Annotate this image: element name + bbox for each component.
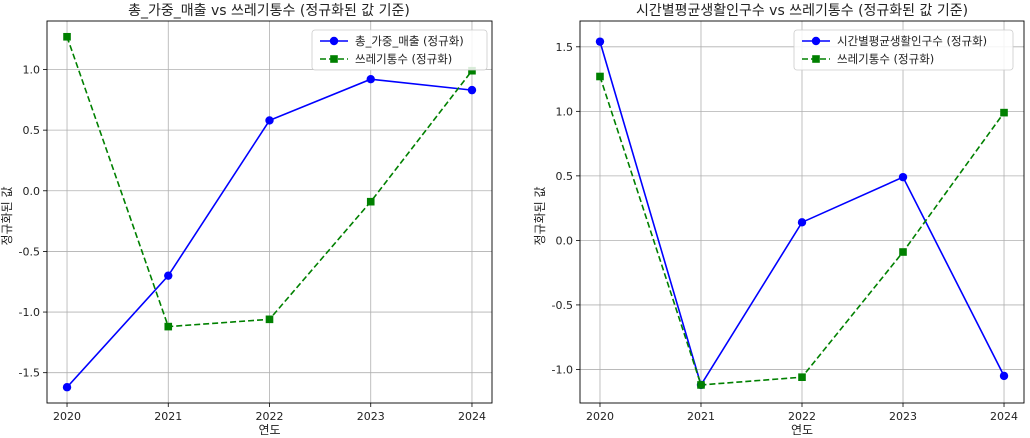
x-axis-label: 연도 [791, 423, 813, 437]
data-point [366, 197, 375, 206]
y-tick-label: -0.5 [552, 299, 573, 312]
data-point [468, 66, 476, 75]
data-point [999, 371, 1009, 381]
data-point [164, 322, 173, 331]
y-tick-label: -1.0 [19, 306, 40, 319]
x-tick-label: 2020 [53, 410, 81, 423]
data-point [899, 248, 907, 256]
x-tick-label: 2024 [458, 410, 486, 423]
subplot-1: 2020 2021 2022 2023 2024 -1.5 -1.0 -0.5 0.0 0.5 1.… [0, 3, 493, 437]
y-tick-label: -1.0 [552, 363, 573, 376]
data-point [595, 37, 605, 46]
x-tick-label: 2023 [889, 410, 917, 423]
x-tick-label: 2021 [154, 410, 182, 423]
legend-entry: 쓰레기통수 (정규화) [355, 52, 452, 66]
legend-entry: 쓰레기통수 (정규화) [837, 52, 934, 66]
x-tick-label: 2020 [586, 410, 614, 423]
subplot-2: 2020 2021 2022 2023 2024 -1.0 -0.5 0.0 0.5 1.0 1.5… [533, 3, 1025, 437]
chart-title: 시간별평균생활인구수 vs 쓰레기통수 (정규화된 값 기준) [636, 3, 968, 19]
legend-marker [812, 55, 820, 63]
x-tick-label: 2023 [357, 410, 385, 423]
x-axis-label: 연도 [258, 423, 280, 437]
legend-entry: 총_가중_매출 (정규화) [355, 34, 464, 48]
y-tick-label: -0.5 [19, 245, 40, 258]
data-point [467, 85, 477, 95]
legend-marker [811, 36, 821, 46]
x-tick-label: 2024 [990, 410, 1018, 423]
y-axis-label: 정규화된 값 [533, 186, 547, 245]
data-point [798, 373, 806, 381]
y-tick-label: 1.0 [556, 105, 574, 118]
y-tick-label: 1.5 [556, 41, 574, 54]
data-point [898, 172, 908, 182]
legend-marker [329, 36, 339, 46]
y-axis-label: 정규화된 값 [0, 186, 14, 245]
legend-entry: 시간별평균생활인구수 (정규화) [837, 34, 987, 48]
y-tick-label: -1.5 [19, 367, 40, 380]
x-tick-label: 2021 [687, 410, 715, 423]
data-point [265, 315, 274, 324]
legend-box [311, 29, 488, 71]
legend-marker [330, 55, 338, 63]
y-tick-label: 0.0 [556, 234, 574, 247]
legend-box [793, 29, 1014, 71]
chart-title: 총_가중_매출 vs 쓰레기통수 (정규화된 값 기준) [128, 3, 410, 19]
data-point [1000, 108, 1008, 117]
y-tick-label: 0.5 [556, 170, 574, 183]
x-tick-label: 2022 [788, 410, 816, 423]
data-point [62, 383, 72, 392]
data-point [265, 116, 274, 125]
y-tick-label: 0.5 [23, 124, 41, 137]
data-point [596, 72, 604, 81]
y-tick-label: 1.0 [23, 64, 41, 77]
data-point [697, 381, 705, 389]
x-tick-label: 2022 [256, 410, 284, 423]
data-point [63, 32, 71, 41]
data-point [164, 271, 173, 280]
y-tick-label: 0.0 [23, 185, 41, 198]
data-point [366, 75, 375, 84]
data-point [797, 218, 807, 227]
